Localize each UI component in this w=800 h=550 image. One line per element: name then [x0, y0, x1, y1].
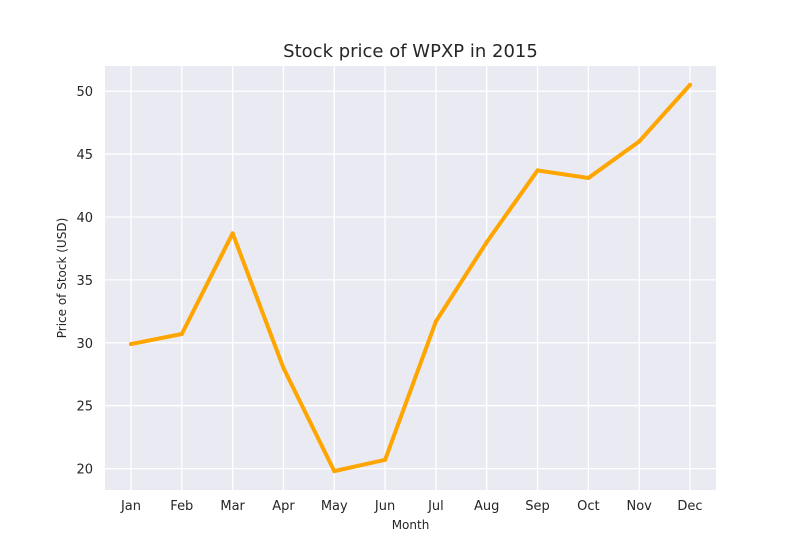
x-tick-label: Apr: [272, 499, 295, 514]
data-point-dec: [688, 82, 692, 87]
x-tick-label: Mar: [220, 499, 245, 514]
x-tick-label: May: [321, 499, 348, 514]
x-tick-label: Aug: [474, 499, 499, 514]
data-point-feb: [179, 331, 184, 336]
y-tick-label: 50: [76, 85, 93, 100]
x-tick-label: Jan: [120, 499, 141, 514]
data-point-apr: [281, 365, 286, 370]
x-tick-label: Feb: [170, 499, 193, 514]
x-tick-label: Nov: [626, 499, 652, 514]
data-point-mar: [230, 231, 235, 236]
y-tick-label: 20: [76, 463, 93, 478]
x-tick-label: Oct: [577, 499, 599, 514]
x-tick-label: Dec: [677, 499, 702, 514]
data-point-may: [332, 469, 337, 474]
x-tick-label: Sep: [525, 499, 550, 514]
y-tick-label: 30: [76, 337, 93, 352]
y-tick-label: 25: [76, 400, 93, 415]
y-tick-label: 35: [76, 274, 93, 289]
chart-title: Stock price of WPXP in 2015: [283, 41, 538, 62]
plot-area: [105, 66, 716, 490]
data-point-oct: [586, 175, 591, 180]
data-point-nov: [637, 139, 642, 144]
y-tick-label: 45: [76, 148, 93, 163]
data-point-jul: [433, 319, 438, 324]
x-tick-label: Jul: [427, 499, 444, 514]
data-point-aug: [484, 240, 489, 245]
series-layer: [129, 82, 692, 474]
data-point-jan: [129, 342, 133, 347]
y-axis-ticks: 20 25 30 35 40 45 50: [76, 85, 93, 477]
x-axis-label: Month: [392, 518, 430, 532]
y-tick-label: 40: [76, 211, 93, 226]
data-point-sep: [535, 168, 540, 173]
x-tick-label: Jun: [374, 499, 395, 514]
grid: [105, 66, 716, 490]
x-axis-ticks: Jan Feb Mar Apr May Jun Jul Aug Sep Oct Nov Dec: [120, 499, 703, 514]
y-axis-label: Price of Stock (USD): [55, 218, 69, 339]
series-line: [129, 82, 692, 474]
data-point-jun: [383, 457, 388, 462]
